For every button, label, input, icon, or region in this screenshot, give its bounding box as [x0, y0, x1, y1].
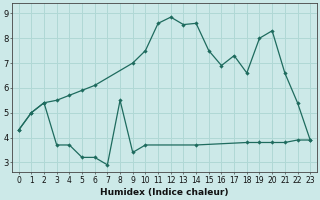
X-axis label: Humidex (Indice chaleur): Humidex (Indice chaleur) [100, 188, 229, 197]
